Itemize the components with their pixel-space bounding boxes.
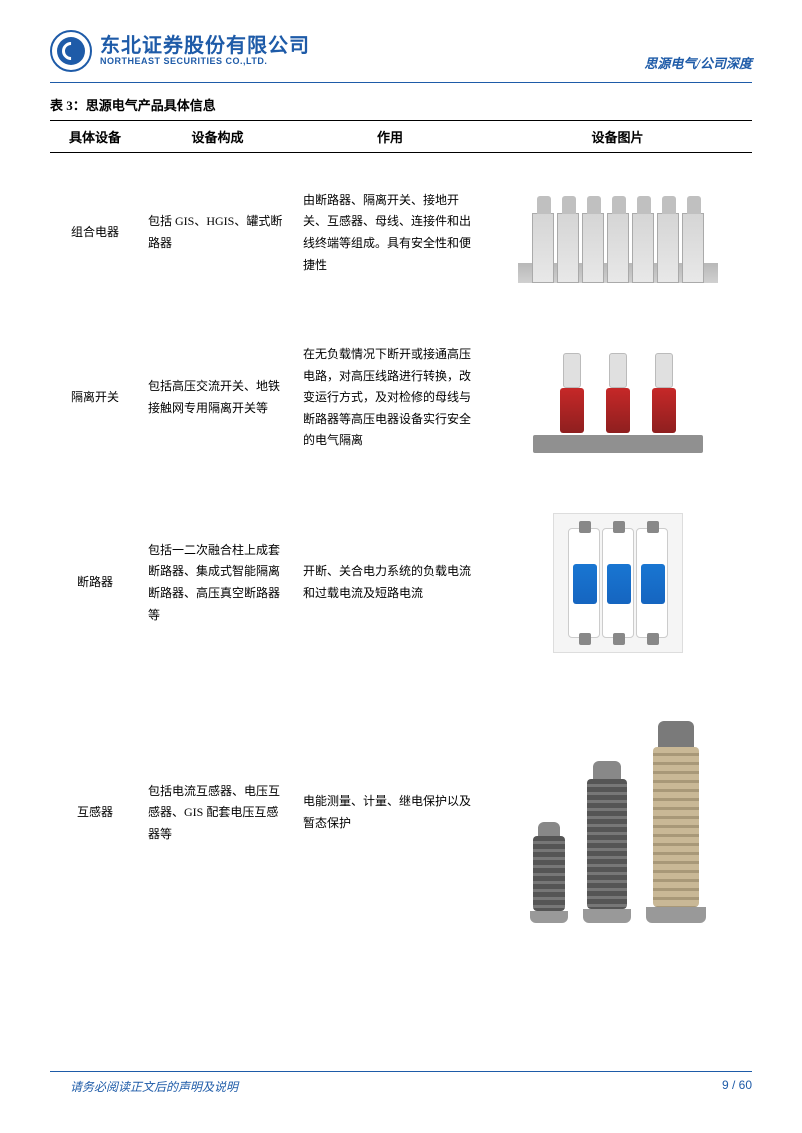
column-header-image: 设备图片 — [485, 127, 750, 146]
product-table: 具体设备 设备构成 作用 设备图片 组合电器 包括 GIS、HGIS、罐式断路器… — [50, 120, 752, 943]
footer-disclaimer: 请务必阅读正文后的声明及说明 — [50, 1078, 238, 1095]
table-row: 隔离开关 包括高压交流开关、地铁接触网专用隔离开关等 在无负载情况下断开或接通高… — [50, 313, 752, 483]
cell-function: 在无负载情况下断开或接通高压电路，对高压线路进行转换，改变运行方式，及对检修的母… — [295, 344, 485, 452]
cell-device: 断路器 — [50, 572, 140, 594]
page-separator: / — [729, 1078, 739, 1092]
document-page: 东北证券股份有限公司 NORTHEAST SECURITIES CO.,LTD.… — [0, 0, 802, 1133]
column-header-composition: 设备构成 — [140, 127, 295, 146]
table-row: 互感器 包括电流互感器、电压互感器、GIS 配套电压互感器等 电能测量、计量、继… — [50, 683, 752, 943]
table-header-row: 具体设备 设备构成 作用 设备图片 — [50, 120, 752, 153]
cell-function: 由断路器、隔离开关、接地开关、互感器、母线、连接件和出线终端等组成。具有安全性和… — [295, 190, 485, 276]
table-row: 断路器 包括一二次融合柱上成套断路器、集成式智能隔离断路器、高压真空断路器等 开… — [50, 483, 752, 683]
table-row: 组合电器 包括 GIS、HGIS、罐式断路器 由断路器、隔离开关、接地开关、互感… — [50, 153, 752, 313]
combo-device-image — [518, 183, 718, 283]
header-subtitle: 思源电气/公司深度 — [644, 53, 752, 72]
cell-device: 组合电器 — [50, 222, 140, 244]
cell-device: 隔离开关 — [50, 387, 140, 409]
footer-content: 请务必阅读正文后的声明及说明 9 / 60 — [50, 1078, 752, 1095]
page-total: 60 — [739, 1078, 752, 1092]
cell-image — [485, 183, 750, 283]
cell-function: 开断、关合电力系统的负载电流和过载电流及短路电流 — [295, 561, 485, 604]
cell-composition: 包括电流互感器、电压互感器、GIS 配套电压互感器等 — [140, 781, 295, 846]
transformer-device-image — [508, 703, 728, 923]
cell-device: 互感器 — [50, 802, 140, 824]
cell-image — [485, 343, 750, 453]
footer-divider — [50, 1071, 752, 1072]
table-title: 表 3：思源电气产品具体信息 — [50, 95, 752, 114]
header-divider — [50, 82, 752, 83]
company-name-en: NORTHEAST SECURITIES CO.,LTD. — [100, 57, 310, 67]
isolator-device-image — [528, 343, 708, 453]
logo-area: 东北证券股份有限公司 NORTHEAST SECURITIES CO.,LTD. — [50, 30, 310, 72]
column-header-function: 作用 — [295, 127, 485, 146]
cell-image — [485, 513, 750, 653]
breaker-device-image — [553, 513, 683, 653]
page-current: 9 — [722, 1078, 729, 1092]
company-name-block: 东北证券股份有限公司 NORTHEAST SECURITIES CO.,LTD. — [100, 35, 310, 67]
column-header-device: 具体设备 — [50, 127, 140, 146]
company-logo-icon — [50, 30, 92, 72]
cell-composition: 包括一二次融合柱上成套断路器、集成式智能隔离断路器、高压真空断路器等 — [140, 540, 295, 626]
company-name-zh: 东北证券股份有限公司 — [100, 35, 310, 57]
page-footer: 请务必阅读正文后的声明及说明 9 / 60 — [50, 1071, 752, 1095]
cell-composition: 包括 GIS、HGIS、罐式断路器 — [140, 211, 295, 254]
page-number: 9 / 60 — [722, 1078, 752, 1095]
page-header: 东北证券股份有限公司 NORTHEAST SECURITIES CO.,LTD.… — [50, 30, 752, 80]
cell-function: 电能测量、计量、继电保护以及暂态保护 — [295, 791, 485, 834]
cell-image — [485, 703, 750, 923]
cell-composition: 包括高压交流开关、地铁接触网专用隔离开关等 — [140, 376, 295, 419]
